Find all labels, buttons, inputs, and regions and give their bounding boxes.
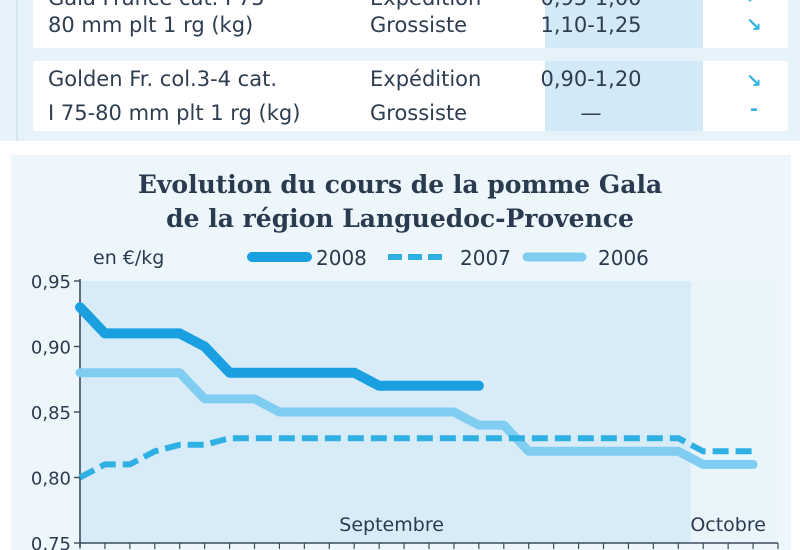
chart-title-line-1: Evolution du cours de la pomme Gala: [137, 170, 663, 199]
product-name: Gala France cat. I 75-: [48, 0, 272, 15]
table-left-rule: [16, 0, 18, 141]
market-stage: Grossiste: [370, 101, 468, 125]
table-row: [33, 61, 788, 131]
trend-flat-icon: -: [750, 98, 758, 120]
chart-title-line-2: de la région Languedoc-Provence: [166, 204, 634, 233]
price-range: 0,95-1,00: [512, 0, 670, 15]
price-column-band: [545, 0, 703, 48]
y-tick-label: 0,95: [31, 272, 71, 293]
legend-label-2008: 2008: [316, 246, 367, 270]
y-tick-label: 0,80: [31, 469, 71, 490]
legend-label-2007: 2007: [460, 246, 511, 270]
product-name: I 75-80 mm plt 1 rg (kg): [48, 101, 301, 125]
month-label: Septembre: [339, 514, 444, 536]
product-name: Golden Fr. col.3-4 cat.: [48, 67, 278, 91]
october-region: [690, 281, 778, 543]
price-range: 0,90-1,20: [540, 67, 642, 91]
market-stage: Grossiste: [370, 13, 468, 37]
y-tick-label: 0,90: [31, 338, 71, 359]
trend-down-icon: ↘: [746, 14, 762, 36]
series-line-2008: [75, 302, 484, 391]
month-label: Octobre: [690, 514, 766, 536]
market-stage: Expédition: [370, 67, 482, 91]
legend-label-2006: 2006: [598, 246, 649, 270]
y-tick-label: 0,85: [31, 403, 71, 424]
unit-label: en €/kg: [93, 247, 164, 269]
price-table: Gala France cat. I 75- 80 mm plt 1 rg (k…: [0, 0, 800, 141]
trend-up-icon: ↗: [746, 0, 762, 8]
y-tick-label: 0,75: [31, 534, 71, 550]
price-column-band: [545, 61, 703, 131]
price-range: —: [580, 101, 602, 125]
table-row: [33, 0, 788, 48]
series-line-2007: [78, 435, 754, 481]
product-name: 80 mm plt 1 rg (kg): [48, 13, 254, 37]
series-line-2006: [75, 368, 758, 469]
market-stage: Expédition: [370, 0, 481, 15]
trend-down-icon: ↘: [746, 70, 762, 92]
price-range: 1,10-1,25: [540, 13, 642, 37]
